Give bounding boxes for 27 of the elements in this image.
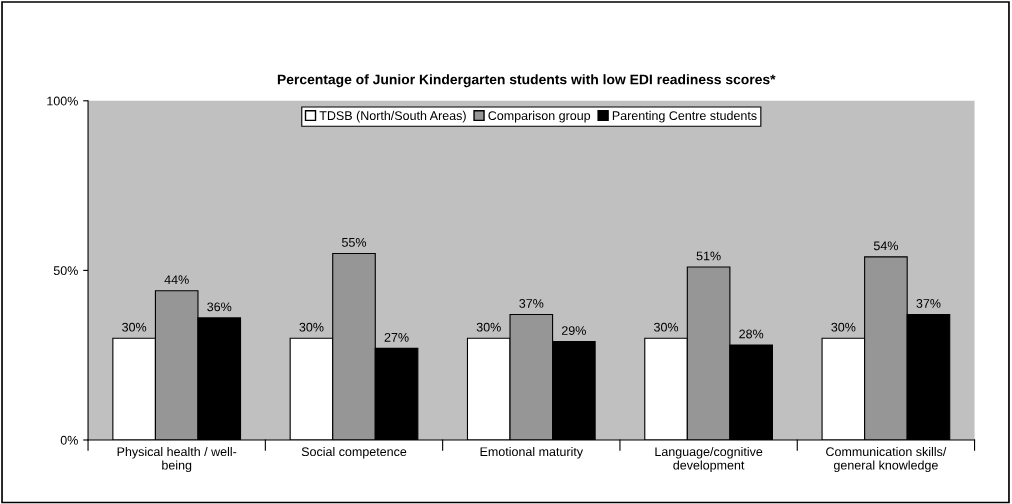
data-label: 30% — [654, 322, 679, 332]
y-tick-label: 100% — [47, 96, 78, 106]
data-label: 27% — [384, 332, 409, 342]
x-tick-label: Social competence — [301, 446, 407, 459]
legend-label: TDSB (North/South Areas) — [319, 110, 466, 123]
legend-label: Parenting Centre students — [612, 110, 757, 123]
x-tick-label: Communication skills/ general knowledge — [826, 446, 947, 473]
x-tick-label: Physical health / well- being — [117, 446, 237, 473]
data-label: 29% — [561, 326, 586, 335]
data-label: 51% — [696, 251, 721, 261]
data-label: 54% — [873, 241, 898, 251]
data-label: 55% — [341, 238, 367, 247]
chart-title: Percentage of Junior Kindergarten students with low EDI readiness scores* — [277, 74, 776, 88]
legend-label: Comparison group — [488, 110, 591, 123]
data-label: 37% — [519, 299, 544, 308]
data-label: 30% — [476, 322, 501, 332]
y-tick-label: 50% — [53, 266, 78, 276]
x-tick-label: Emotional maturity — [480, 446, 584, 459]
data-label: 30% — [299, 322, 324, 332]
data-label: 36% — [207, 302, 232, 312]
data-label: 30% — [122, 322, 147, 332]
data-label: 37% — [916, 299, 941, 308]
y-tick-label: 0% — [60, 435, 78, 445]
data-label: 28% — [739, 329, 764, 339]
data-label: 30% — [831, 322, 856, 332]
data-label: 44% — [164, 275, 189, 285]
x-tick-label: Language/cognitive development — [655, 446, 763, 473]
